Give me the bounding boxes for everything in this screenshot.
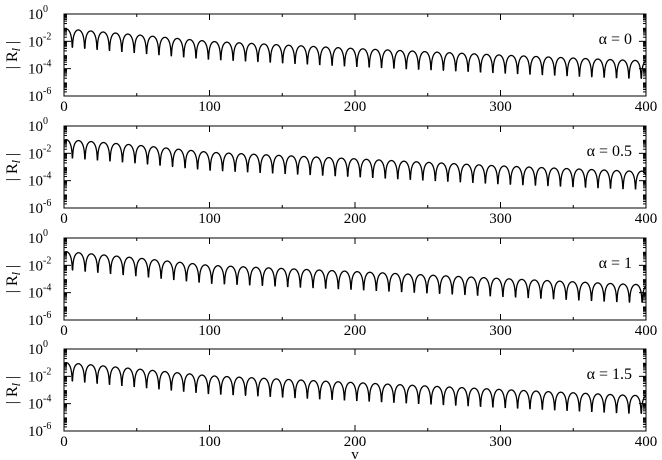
y-tick-label: 10-2 bbox=[28, 31, 51, 50]
x-tick-label: 400 bbox=[635, 99, 658, 115]
plot-frame bbox=[63, 348, 647, 432]
alpha-annotation: α = 0 bbox=[599, 31, 632, 48]
chart-panel: 0 100 200 300 400 10-6 10-4 10-2 100 | Rl | α = 1 bbox=[4, 228, 657, 339]
y-tick-label: 100 bbox=[28, 228, 48, 247]
series-line bbox=[64, 251, 647, 303]
plot-frame bbox=[63, 237, 647, 321]
y-axis-label: | Rl | bbox=[4, 376, 23, 404]
y-tick-label: 100 bbox=[28, 116, 48, 135]
x-tick-label: 0 bbox=[60, 211, 68, 227]
series-line bbox=[64, 28, 647, 79]
x-tick-label: 400 bbox=[635, 323, 658, 339]
alpha-annotation: α = 1.5 bbox=[587, 366, 632, 383]
y-tick-label: 10-6 bbox=[28, 310, 51, 329]
alpha-annotation: α = 0.5 bbox=[587, 143, 632, 160]
y-axis-label: | Rl | bbox=[4, 265, 23, 293]
y-tick-label: 10-2 bbox=[28, 143, 51, 162]
x-tick-label: 300 bbox=[489, 211, 512, 227]
y-tick-label: 100 bbox=[28, 339, 48, 358]
x-tick-label: 0 bbox=[60, 323, 68, 339]
x-tick-label: 300 bbox=[489, 434, 512, 450]
x-tick-label: 200 bbox=[344, 211, 367, 227]
x-axis-title: v bbox=[351, 447, 359, 460]
chart-panel: 0 100 200 300 400 10-6 10-4 10-2 100 | Rl | α = 0.… bbox=[4, 116, 657, 227]
y-tick-label: 10-6 bbox=[28, 198, 51, 217]
y-tick-label: 10-4 bbox=[28, 394, 51, 413]
x-tick-label: 300 bbox=[489, 323, 512, 339]
x-tick-label: 100 bbox=[198, 434, 221, 450]
y-tick-label: 10-6 bbox=[28, 86, 51, 105]
x-tick-label: 200 bbox=[344, 434, 367, 450]
alpha-annotation: α = 1 bbox=[599, 255, 632, 272]
x-tick-label: 400 bbox=[635, 434, 658, 450]
y-tick-label: 10-2 bbox=[28, 366, 51, 385]
chart-panel: 0 100 200 300 400 10-6 10-4 10-2 100 | Rl | α = 1.… bbox=[4, 339, 657, 450]
x-tick-label: 0 bbox=[60, 99, 68, 115]
x-tick-label: 100 bbox=[198, 323, 221, 339]
series-line bbox=[64, 139, 647, 190]
chart-panel: 0 100 200 300 400 10-6 10-4 10-2 100 | Rl | α = 0 bbox=[4, 4, 657, 115]
y-tick-label: 10-6 bbox=[28, 421, 51, 440]
x-tick-label: 200 bbox=[344, 323, 367, 339]
series-line bbox=[64, 362, 647, 414]
y-tick-label: 10-2 bbox=[28, 255, 51, 274]
x-tick-label: 0 bbox=[60, 434, 68, 450]
x-tick-label: 100 bbox=[198, 99, 221, 115]
x-tick-label: 200 bbox=[344, 99, 367, 115]
y-tick-label: 10-4 bbox=[28, 171, 51, 190]
x-tick-label: 300 bbox=[489, 99, 512, 115]
plot-frame bbox=[63, 125, 647, 209]
x-tick-label: 400 bbox=[635, 211, 658, 227]
y-tick-label: 10-4 bbox=[28, 59, 51, 78]
y-axis-label: | Rl | bbox=[4, 41, 23, 69]
y-tick-label: 100 bbox=[28, 4, 48, 23]
x-tick-label: 100 bbox=[198, 211, 221, 227]
y-axis-label: | Rl | bbox=[4, 153, 23, 181]
y-tick-label: 10-4 bbox=[28, 283, 51, 302]
